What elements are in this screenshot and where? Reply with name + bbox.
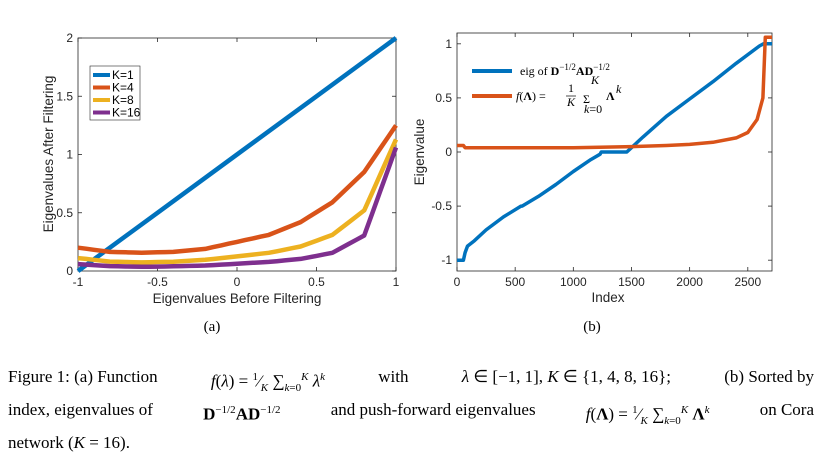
svg-text:K: K [566, 95, 576, 109]
legend-label: K=8 [112, 93, 134, 107]
panel-b: 0 500 1000 1500 2000 2500 -1 -0.5 0 0.5 1 Index Ei… [412, 32, 773, 335]
svg-text:k: k [616, 82, 622, 96]
legend-a: K=1K=4K=8K=16 [89, 65, 141, 121]
series-line-eigofd12ad12 [457, 42, 772, 262]
legend-b: eig of D−1/2AD−1/2 f(Λ) = 1 K K Σ k=0 Λ … [472, 62, 622, 116]
x-tick-label: -1 [73, 275, 84, 289]
x-tick-label: 2000 [676, 275, 703, 289]
caption-text-2b: and push-forward eigenvalues [330, 400, 536, 420]
x-tick-label: 1500 [618, 275, 645, 289]
svg-text:K: K [590, 73, 600, 87]
svg-text:k=0: k=0 [584, 102, 602, 116]
x-tick-label: 0 [234, 275, 241, 289]
caption-line-3: network (K = 16). [8, 432, 814, 454]
series-line-k16 [77, 146, 399, 270]
xlabel-a: Eigenvalues Before Filtering [153, 291, 322, 306]
y-tick-label: 1.5 [56, 89, 73, 103]
svg-text:Σ: Σ [583, 92, 590, 106]
xlabel-b: Index [591, 290, 624, 305]
caption-math-k16: K = 16). [73, 433, 130, 453]
svg-text:f(Λ) =: f(Λ) = [516, 89, 546, 103]
y-tick-label: -1 [441, 253, 452, 267]
svg-text:1: 1 [568, 81, 574, 95]
caption-math-lambda: λ ∈ [−1, 1], K ∈ {1, 4, 8, 16}; [461, 367, 672, 386]
x-tick-label: 500 [505, 275, 525, 289]
y-tick-label: 1 [66, 148, 73, 162]
sublabel-b: (b) [583, 319, 601, 335]
caption-text-1b: with [378, 367, 409, 386]
series-line-k1 [76, 36, 398, 273]
svg-text:Λ: Λ [606, 89, 615, 103]
ylabel-a: Eigenvalues After Filtering [41, 76, 56, 233]
caption-line-1: Figure 1: (a) Function f(λ) = 1⁄K ∑k=0K … [8, 366, 814, 399]
caption-math-dad: D−1/2AD−1/2 [203, 404, 281, 424]
figure-caption: Figure 1: (a) Function f(λ) = 1⁄K ∑k=0K … [8, 366, 814, 454]
x-tick-label: 0.5 [308, 275, 325, 289]
legend-label: K=4 [112, 81, 134, 95]
axis-ticks-a: -1 -0.5 0 0.5 1 0 0.5 1 1.5 2 [56, 31, 399, 289]
y-tick-label: 0.5 [56, 206, 73, 220]
x-tick-label: 1000 [560, 275, 587, 289]
series-line-f1kk0kk [457, 35, 772, 150]
ylabel-b: Eigenvalue [412, 119, 427, 186]
sublabel-a: (a) [204, 319, 221, 335]
series-lines-a [76, 36, 399, 273]
legend-label: K=1 [112, 68, 134, 82]
y-tick-label: 0.5 [435, 91, 452, 105]
caption-math-flambda: f(Λ) = 1⁄K ∑k=0K Λk [585, 404, 710, 428]
caption-math-f: f(λ) = 1⁄K ∑k=0K λk [210, 371, 325, 395]
axis-ticks-b: 0 500 1000 1500 2000 2500 -1 -0.5 0 0.5 1 [431, 33, 772, 289]
legend-label: K=16 [112, 106, 141, 120]
x-tick-label: 1 [393, 275, 400, 289]
y-tick-label: 0 [445, 145, 452, 159]
caption-text-3: network ( [8, 433, 74, 453]
series-lines-b [457, 35, 772, 262]
y-tick-label: 1 [445, 37, 452, 51]
caption-text-2a: index, eigenvalues of [8, 400, 153, 420]
caption-text-2c: on Cora [759, 400, 814, 420]
y-tick-label: 2 [66, 31, 73, 45]
caption-text-1c: (b) Sorted by [724, 367, 814, 386]
caption-line-2: index, eigenvalues of D−1/2AD−1/2 and pu… [8, 399, 814, 432]
x-tick-label: 0 [454, 275, 461, 289]
y-tick-label: -0.5 [431, 199, 452, 213]
x-tick-label: 2500 [734, 275, 761, 289]
y-tick-label: 0 [66, 264, 73, 278]
x-tick-label: -0.5 [147, 275, 168, 289]
legend-label-eig: eig of D−1/2AD−1/2 [520, 62, 610, 78]
series-line-k8 [77, 138, 399, 265]
legend-label-f: f(Λ) = 1 K K Σ k=0 Λ k [516, 73, 622, 116]
legend-items-a: K=1K=4K=8K=16 [93, 68, 141, 120]
series-line-k4 [77, 124, 398, 255]
panel-a: -1 -0.5 0 0.5 1 0 0.5 1 1.5 2 Eigenvalues Before … [41, 31, 400, 335]
caption-text-1a: Figure 1: (a) Function [8, 367, 158, 386]
